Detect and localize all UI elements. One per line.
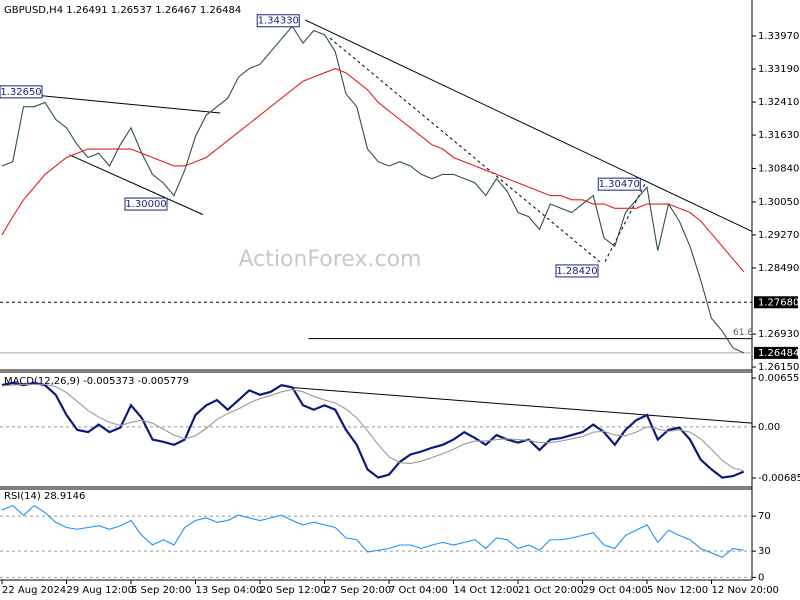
annotation-box [555,264,599,278]
x-tick-label: 7 Oct 04:00 [389,585,448,596]
y-tick-label: 1.26930 [758,329,799,340]
y-tick-label: 1.28490 [758,263,799,274]
trendline [69,154,204,216]
trendline [304,19,753,233]
x-tick-label: 13 Sep 04:00 [196,585,263,596]
x-tick-label: 20 Sep 12:00 [260,585,327,596]
watermark: ActionForex.com [239,247,422,272]
series-line [1,504,744,558]
macd-title: MACD(12,26,9) -0.005373 -0.005779 [4,376,189,387]
x-tick-label: 29 Oct 04:00 [583,585,648,596]
rsi-title: RSI(14) 28.9146 [4,491,85,502]
level-box [754,296,798,309]
trendline [290,386,753,424]
annotation-box [597,177,641,191]
series-line [1,381,745,479]
annotation-label: 1.32650 [0,87,41,98]
y-tick-label: 30 [758,546,771,557]
x-tick-label: 14 Oct 12:00 [454,585,519,596]
annotation-label: 1.30000 [125,199,166,210]
x-tick-label: 12 Nov 20:00 [712,585,779,596]
y-tick-label: 0.006552 [758,373,800,384]
level-label: 1.26484 [758,348,799,359]
series-line [1,67,745,273]
x-tick-label: 5 Nov 12:00 [647,585,708,596]
y-tick-label: 0.00 [758,422,780,433]
y-tick-label: 1.30050 [758,197,799,208]
y-tick-label: 1.32410 [758,97,799,108]
y-tick-label: 1.33970 [758,31,799,42]
x-tick-label: 21 Oct 20:00 [518,585,583,596]
y-tick-label: 1.29270 [758,230,799,241]
x-tick-label: 27 Sep 20:00 [325,585,392,596]
y-tick-label: 70 [758,511,771,522]
series-line [1,383,744,472]
annotation-box [124,197,168,211]
annotation-label: 1.30470 [599,179,640,190]
annotation-label: 1.28420 [556,266,597,277]
chart-title: GBPUSD,H4 1.26491 1.26537 1.26467 1.2648… [4,5,241,16]
annotation-box [0,85,43,99]
level-label: 1.27680 [758,297,799,308]
trendline [329,37,601,263]
y-tick-label: 0 [758,572,764,583]
y-tick-label: 1.33190 [758,64,799,75]
level-box [754,346,798,359]
series-line [1,25,744,354]
y-tick-label: 1.26150 [758,362,799,373]
x-tick-label: 5 Sep 20:00 [131,585,191,596]
y-tick-label: -0.006855 [758,473,800,484]
annotation-label: 1.34330 [258,16,299,27]
y-tick-label: 1.31630 [758,130,799,141]
y-tick-label: 1.30840 [758,163,799,174]
fib-label: 61.8 [733,328,753,338]
x-tick-label: 29 Aug 12:00 [67,585,134,596]
x-tick-label: 22 Aug 2024 [2,585,66,596]
annotation-box [256,14,300,28]
